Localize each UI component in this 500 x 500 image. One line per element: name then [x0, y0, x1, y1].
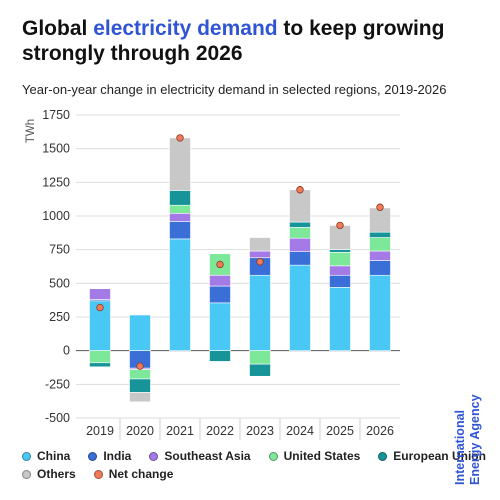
brand-text-line-2: Energy Agency	[468, 394, 482, 485]
x-tick-label: 2024	[286, 424, 314, 438]
x-tick-label: 2026	[366, 424, 394, 438]
bar-united-states-2020	[129, 369, 151, 380]
bar-others-2026	[369, 207, 391, 233]
legend-label-southeast-asia: Southeast Asia	[164, 448, 251, 463]
bar-india-2024	[289, 251, 311, 266]
bar-european-union-2022	[209, 350, 231, 362]
bar-china-2026	[369, 274, 391, 351]
bar-india-2022	[209, 285, 231, 304]
bar-china-2025	[329, 287, 351, 351]
bar-china-2022	[209, 302, 231, 351]
y-tick-label: 1250	[42, 175, 70, 189]
legend-swatch-china	[22, 451, 31, 461]
bar-united-states-2026	[369, 237, 391, 252]
legend-label-china: China	[37, 448, 71, 463]
bar-southeast-asia-2021	[169, 213, 191, 222]
y-tick-label: 250	[49, 310, 70, 324]
bar-china-2021	[169, 238, 191, 351]
bar-european-union-2020	[129, 378, 151, 393]
legend-label-united-states: United States	[283, 448, 361, 463]
bar-united-states-2019	[89, 350, 111, 364]
bar-china-2024	[289, 264, 311, 351]
title-part-2: to keep growing strongly through 2026	[22, 17, 445, 65]
net-change-point-2019	[96, 303, 104, 312]
bar-european-union-2025	[329, 249, 351, 253]
bar-european-union-2024	[289, 221, 311, 228]
legend-swatch-southeast-asia	[149, 451, 159, 461]
legend-label-net-change: Net change	[108, 466, 174, 481]
bar-india-2026	[369, 260, 391, 276]
legend-item-china: China	[22, 449, 70, 463]
title-accent: electricity demand	[93, 17, 278, 40]
chart-subtitle: Year-on-year change in electricity deman…	[22, 82, 447, 97]
legend-swatch-net-change	[93, 469, 103, 479]
bar-india-2025	[329, 274, 351, 288]
y-tick-label: 1750	[42, 108, 70, 122]
legend-label-india: India	[103, 448, 132, 463]
legend-label-european-union: European Union	[393, 448, 486, 463]
bar-india-2021	[169, 221, 191, 240]
x-tick-label: 2022	[206, 424, 234, 438]
y-axis-label: TWh	[25, 119, 37, 143]
y-tick-label: 1500	[42, 142, 70, 156]
bar-others-2021	[169, 137, 191, 191]
legend-swatch-others	[22, 469, 31, 479]
legend-item-united-states: United States	[268, 448, 361, 463]
x-tick-label: 2021	[166, 424, 194, 438]
chart-title: Global electricity demand to keep growin…	[22, 16, 462, 66]
net-change-point-2020	[136, 362, 144, 370]
net-change-point-2022	[216, 260, 224, 269]
bar-china-2023	[249, 274, 271, 351]
legend-item-southeast-asia: Southeast Asia	[149, 448, 251, 463]
legend-label-others: Others	[37, 466, 76, 481]
bar-southeast-asia-2023	[249, 250, 271, 259]
net-change-point-2023	[256, 258, 264, 266]
legend-item-india: India	[88, 449, 131, 463]
bar-european-union-2026	[369, 231, 391, 238]
x-tick-label: 2020	[126, 424, 154, 438]
bar-others-2024	[289, 189, 311, 223]
legend-swatch-india	[88, 451, 98, 461]
x-tick-label: 2019	[86, 424, 114, 438]
legend: China India Southeast Asia United States Eur…	[22, 448, 486, 484]
x-tick-label: 2025	[326, 424, 354, 438]
y-tick-label: 750	[49, 243, 70, 257]
legend-item-european-union: European Union	[378, 449, 486, 463]
net-change-point-2024	[296, 186, 304, 194]
bar-southeast-asia-2019	[89, 288, 111, 300]
iea-logo: International Energy Agency	[453, 394, 482, 485]
x-tick-label: 2023	[246, 424, 274, 438]
stacked-bar-chart: -500 -250 0 250 500 750 1000 1250 1500 1750 TWh 201…	[25, 108, 400, 440]
legend-swatch-united-states	[268, 451, 278, 461]
net-change-point-2025	[336, 221, 344, 230]
bar-european-union-2019	[89, 362, 111, 368]
brand-text-line-1: International	[453, 410, 467, 485]
bar-united-states-2023	[249, 350, 271, 365]
bar-united-states-2025	[329, 252, 351, 267]
y-tick-label: 0	[63, 344, 70, 358]
y-tick-label: -500	[45, 411, 70, 425]
bar-united-states-2024	[289, 227, 311, 239]
bar-southeast-asia-2024	[289, 237, 311, 252]
y-tick-label: 1000	[42, 209, 70, 223]
bar-others-2020	[129, 392, 151, 403]
bar-european-union-2023	[249, 363, 271, 377]
legend-item-others: Others	[22, 467, 76, 481]
net-change-point-2021	[176, 134, 184, 142]
bar-china-2020	[129, 314, 151, 351]
bar-southeast-asia-2026	[369, 250, 391, 261]
bar-southeast-asia-2025	[329, 265, 351, 276]
y-tick-label: 500	[49, 276, 70, 290]
y-tick-label: -250	[45, 377, 70, 391]
bar-southeast-asia-2022	[209, 274, 231, 287]
title-part-1: Global	[22, 17, 94, 40]
legend-swatch-european-union	[378, 451, 388, 461]
bar-united-states-2021	[169, 204, 191, 214]
bar-european-union-2021	[169, 190, 191, 206]
net-change-point-2026	[376, 203, 384, 211]
legend-item-net-change: Net change	[93, 466, 174, 481]
bar-others-2023	[249, 237, 271, 252]
